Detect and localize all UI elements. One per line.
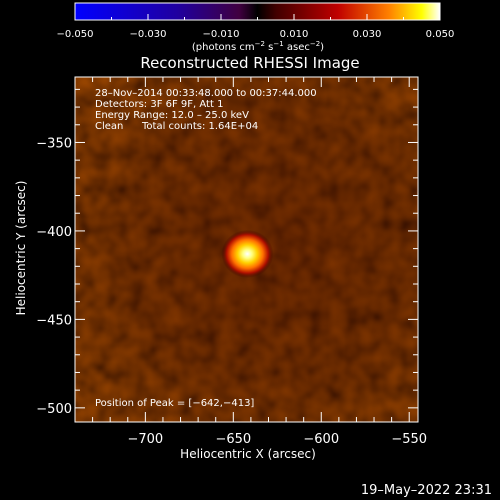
colorbar-units: (photons cm−2 s−1 asec−2) (192, 40, 324, 53)
colorbar-tick-label: −0.050 (56, 29, 93, 40)
chart-title: Reconstructed RHESSI Image (140, 54, 359, 72)
footer-timestamp: 19–May–2022 23:31 (361, 483, 492, 498)
colorbar-tick-label: 0.050 (426, 29, 455, 40)
colorbar-tick-label: 0.030 (353, 29, 382, 40)
hxr-source (221, 229, 274, 278)
x-axis-label: Heliocentric X (arcsec) (180, 447, 316, 461)
x-tick-label: −600 (303, 432, 339, 447)
x-tick-label: −550 (391, 432, 427, 447)
axis-ticks: −700 −650 −600 −550 −350 −400 −450 −500 (36, 77, 427, 447)
y-tick-label: −350 (36, 136, 72, 151)
total-counts: Total counts: 1.64E+04 (141, 121, 258, 132)
y-tick-label: −400 (36, 225, 72, 240)
colorbar-tick-label: −0.010 (202, 29, 239, 40)
colorbar-tick-label: −0.030 (129, 29, 166, 40)
time-range: 28–Nov–2014 00:33:48.000 to 00:37:44.000 (95, 88, 317, 99)
x-tick-label: −700 (127, 432, 163, 447)
colorbar-tick-label: 0.010 (280, 29, 309, 40)
annotation-block: 28–Nov–2014 00:33:48.000 to 00:37:44.000… (95, 88, 317, 409)
heatmap-image (75, 77, 418, 422)
detectors: Detectors: 3F 6F 9F, Att 1 (95, 99, 223, 110)
y-tick-label: −450 (36, 313, 72, 328)
y-tick-label: −500 (36, 402, 72, 417)
peak-position: Position of Peak = [−642,−413] (95, 398, 254, 409)
plot-frame (74, 76, 419, 423)
colorbar-ticks: −0.050 −0.030 −0.010 0.010 0.030 0.050 (56, 14, 454, 40)
clean-label: Clean (95, 121, 123, 132)
x-tick-label: −650 (215, 432, 251, 447)
energy-range: Energy Range: 12.0 – 25.0 keV (95, 110, 249, 121)
y-axis-label: Heliocentric Y (arcsec) (14, 181, 28, 316)
